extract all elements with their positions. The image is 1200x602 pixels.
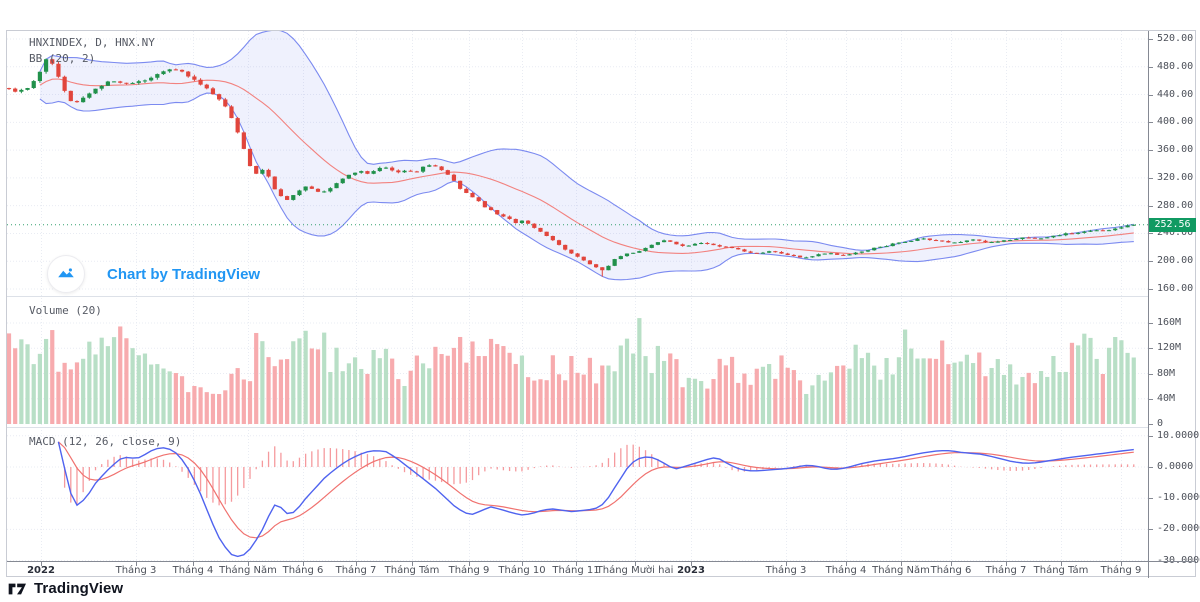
macd-tick-label: -10.0000 xyxy=(1149,492,1200,504)
price-panel-legend[interactable]: HNXINDEX, D, HNX.NY BB (20, 2) xyxy=(29,35,155,67)
time-tick-mark xyxy=(356,562,357,566)
time-tick-mark xyxy=(786,562,787,566)
time-tick-label: 2022 xyxy=(27,565,55,576)
time-tick-mark xyxy=(469,562,470,566)
time-tick-label: Tháng Năm xyxy=(872,565,930,576)
time-tick-mark xyxy=(522,562,523,566)
price-tick-label: 440.00 xyxy=(1149,89,1196,101)
tradingview-brand-icon xyxy=(8,582,27,596)
axis-horizontal-separator xyxy=(7,561,1196,562)
tradingview-footer[interactable]: TradingView xyxy=(8,580,123,597)
time-tick-label: Tháng 10 xyxy=(498,565,546,576)
time-tick-label: Tháng 3 xyxy=(765,565,807,576)
chart-canvas[interactable] xyxy=(7,31,1149,562)
time-tick-label: 2023 xyxy=(677,565,705,576)
time-tick-mark xyxy=(1121,562,1122,566)
time-tick-label: Tháng 7 xyxy=(335,565,377,576)
price-tick-label: 200.00 xyxy=(1149,255,1196,267)
time-tick-mark xyxy=(248,562,249,566)
time-axis[interactable]: 2022 Tháng 3 Tháng 4 Tháng Năm Tháng 6 Tháng … xyxy=(7,562,1196,578)
time-tick-label: Tháng Năm xyxy=(219,565,277,576)
time-tick-label: Tháng 4 xyxy=(172,565,214,576)
time-tick-label: Tháng 11 xyxy=(552,565,600,576)
time-tick-label: Tháng 3 xyxy=(115,565,157,576)
macd-tick-label: 10.0000 xyxy=(1149,430,1199,442)
time-tick-mark xyxy=(1061,562,1062,566)
price-tick-label: 520.00 xyxy=(1149,33,1196,45)
time-tick-mark xyxy=(41,562,42,566)
macd-tick-label: -20.0000 xyxy=(1149,523,1200,535)
volume-tick-label: 160M xyxy=(1149,317,1196,329)
time-tick-label: Tháng 7 xyxy=(985,565,1027,576)
time-tick-label: Tháng 9 xyxy=(1100,565,1142,576)
price-tick-label: 320.00 xyxy=(1149,172,1196,184)
volume-tick-label: 80M xyxy=(1149,368,1196,380)
time-tick-mark xyxy=(951,562,952,566)
time-tick-mark xyxy=(1006,562,1007,566)
time-tick-mark xyxy=(901,562,902,566)
price-tick-label: 400.00 xyxy=(1149,116,1196,128)
last-price-badge: 252.56 xyxy=(1149,218,1196,232)
tradingview-cloud-logo-icon xyxy=(47,255,85,293)
time-tick-label: Tháng 4 xyxy=(825,565,867,576)
time-tick-label: Tháng Tám xyxy=(384,565,440,576)
price-tick-label: 160.00 xyxy=(1149,283,1196,295)
time-tick-mark xyxy=(691,562,692,566)
time-tick-mark xyxy=(635,562,636,566)
macd-tick-label: 0.0000 xyxy=(1149,461,1196,473)
time-tick-label: Tháng Tám xyxy=(1033,565,1089,576)
time-tick-mark xyxy=(136,562,137,566)
time-tick-mark xyxy=(412,562,413,566)
time-tick-label: Tháng 9 xyxy=(448,565,490,576)
volume-tick-label: 120M xyxy=(1149,342,1196,354)
chart-frame: HNXINDEX, D, HNX.NY BB (20, 2) Volume (2… xyxy=(6,30,1200,578)
time-tick-mark xyxy=(303,562,304,566)
price-tick-label: 480.00 xyxy=(1149,61,1196,73)
symbol-legend[interactable]: HNXINDEX, D, HNX.NY xyxy=(29,36,155,49)
tradingview-brand-text: TradingView xyxy=(34,580,124,597)
price-axis[interactable]: 520.00 480.00 440.00 400.00 360.00 320.00 280.… xyxy=(1149,31,1200,566)
time-tick-mark xyxy=(846,562,847,566)
tradingview-watermark[interactable]: Chart by TradingView xyxy=(47,255,260,293)
time-tick-mark xyxy=(576,562,577,566)
time-tick-label: Tháng 6 xyxy=(930,565,972,576)
macd-panel-legend[interactable]: MACD (12, 26, close, 9) xyxy=(29,435,182,448)
volume-tick-label: 40M xyxy=(1149,393,1196,405)
bb-indicator-legend[interactable]: BB (20, 2) xyxy=(29,52,96,65)
volume-panel-legend[interactable]: Volume (20) xyxy=(29,304,102,317)
price-tick-label: 280.00 xyxy=(1149,200,1196,212)
volume-tick-label: 0 xyxy=(1149,418,1196,430)
axis-vertical-separator xyxy=(1148,31,1149,578)
time-tick-label: Tháng 6 xyxy=(282,565,324,576)
price-tick-label: 360.00 xyxy=(1149,144,1196,156)
time-tick-mark xyxy=(193,562,194,566)
time-tick-label: Tháng Mười hai xyxy=(596,565,674,576)
watermark-label: Chart by TradingView xyxy=(107,265,261,283)
price-tick-label: 240.00 xyxy=(1149,227,1196,239)
